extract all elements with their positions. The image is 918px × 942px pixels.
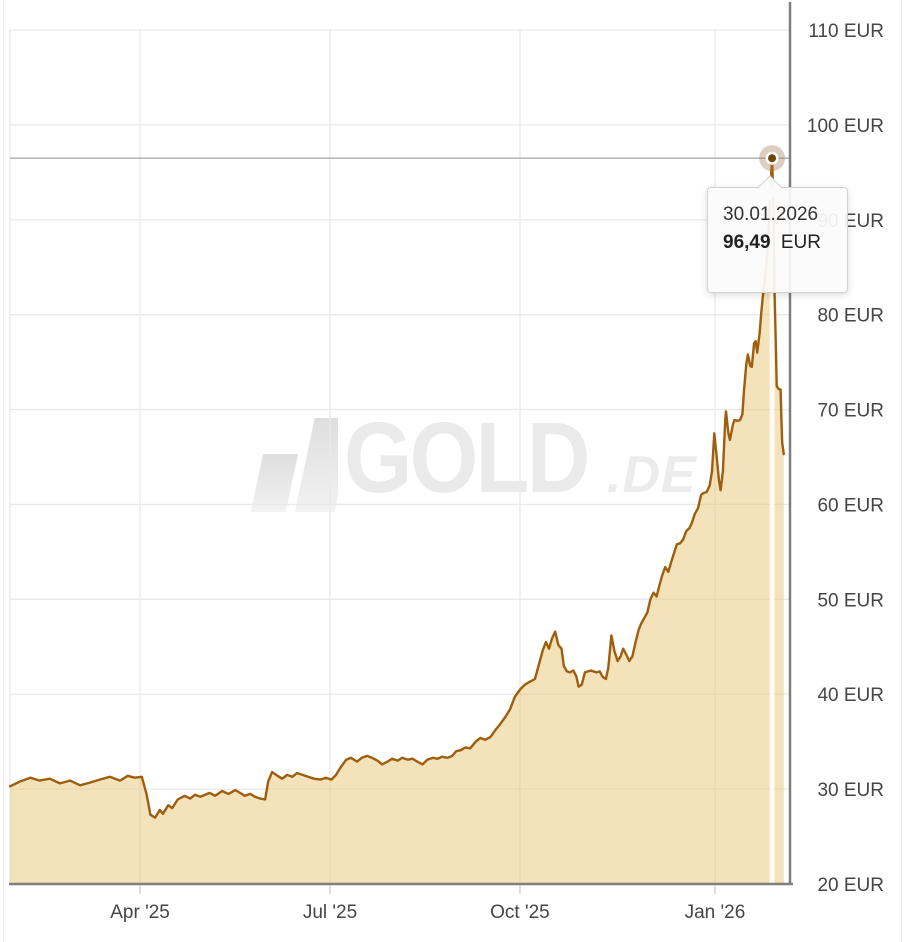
y-axis-label: 30 EUR: [817, 780, 884, 801]
x-axis-label: Jul '25: [303, 902, 357, 923]
y-axis-label: 70 EUR: [817, 401, 884, 422]
tooltip-price: 96,49 EUR: [723, 229, 847, 257]
x-axis-label: Oct '25: [490, 902, 550, 923]
y-axis-label: 50 EUR: [817, 590, 884, 611]
tooltip-date: 30.01.2026: [723, 204, 819, 225]
price-area: [10, 158, 784, 883]
x-axis-label: Apr '25: [110, 902, 170, 923]
page-left-edge: [3, 0, 4, 942]
x-axis-label: Jan '26: [685, 902, 746, 923]
tooltip-price-unit: EUR: [780, 232, 821, 253]
marker-dot[interactable]: [768, 154, 777, 163]
y-axis-label: 100 EUR: [807, 116, 884, 137]
page-right-edge: [901, 0, 902, 942]
y-axis-label: 20 EUR: [817, 875, 884, 896]
price-line: [8, 157, 785, 819]
y-axis-label: 110 EUR: [808, 21, 884, 42]
tooltip-price-value: 96,49: [723, 232, 771, 253]
y-axis-label: 40 EUR: [817, 685, 884, 706]
y-axis-label: 60 EUR: [817, 495, 884, 516]
tooltip: 30.01.2026 96,49 EUR: [707, 174, 848, 293]
y-axis-label: 80 EUR: [817, 306, 884, 327]
